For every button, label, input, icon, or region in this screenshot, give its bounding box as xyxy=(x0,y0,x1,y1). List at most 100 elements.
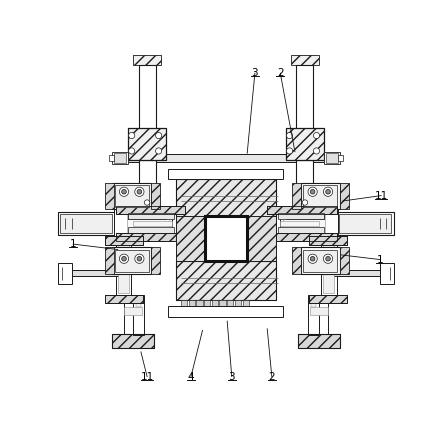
Bar xyxy=(303,185,337,207)
Bar xyxy=(286,128,324,160)
Bar xyxy=(112,334,154,348)
Circle shape xyxy=(156,132,162,139)
Bar xyxy=(176,179,276,218)
Bar xyxy=(116,233,185,241)
Bar xyxy=(267,206,336,214)
Bar xyxy=(336,212,394,235)
Bar xyxy=(309,237,348,245)
Bar xyxy=(133,54,161,66)
Bar xyxy=(220,173,226,179)
Circle shape xyxy=(310,190,315,194)
Bar xyxy=(128,214,174,219)
Bar xyxy=(124,307,142,315)
Bar xyxy=(105,237,143,245)
Bar xyxy=(128,207,166,219)
Circle shape xyxy=(122,190,126,194)
Bar xyxy=(105,247,114,274)
Bar xyxy=(168,169,284,179)
Circle shape xyxy=(302,200,308,205)
Bar xyxy=(246,216,277,261)
Bar xyxy=(112,183,151,210)
Bar xyxy=(243,173,249,179)
Circle shape xyxy=(156,148,162,154)
Bar xyxy=(278,227,324,233)
Circle shape xyxy=(135,187,144,196)
Bar xyxy=(303,249,337,272)
Bar xyxy=(114,153,126,163)
Bar xyxy=(324,152,340,164)
Bar xyxy=(105,183,114,210)
Bar xyxy=(118,154,333,162)
Bar xyxy=(105,295,143,303)
Circle shape xyxy=(135,254,144,264)
Text: 3: 3 xyxy=(228,372,235,381)
Circle shape xyxy=(120,254,129,264)
Bar xyxy=(381,263,394,284)
Bar xyxy=(128,128,166,160)
Bar xyxy=(296,160,314,218)
Bar xyxy=(124,208,172,239)
Text: 1: 1 xyxy=(70,239,76,249)
Circle shape xyxy=(287,148,293,154)
Bar xyxy=(189,299,195,306)
Text: 11: 11 xyxy=(141,372,154,381)
Bar xyxy=(286,207,324,219)
Bar xyxy=(116,233,185,241)
Bar xyxy=(181,173,187,179)
Bar xyxy=(227,299,233,306)
Bar xyxy=(235,299,241,306)
Circle shape xyxy=(326,256,330,261)
Bar xyxy=(298,334,340,348)
Bar xyxy=(323,243,334,293)
Text: 11: 11 xyxy=(374,190,388,201)
Bar xyxy=(168,306,284,316)
Bar xyxy=(338,155,344,161)
Bar xyxy=(151,183,160,210)
Bar xyxy=(116,206,185,214)
Bar xyxy=(309,237,348,245)
Bar xyxy=(310,307,328,315)
Bar xyxy=(292,247,301,274)
Bar xyxy=(292,183,301,210)
Bar xyxy=(128,128,166,160)
Bar xyxy=(333,270,394,276)
Bar xyxy=(136,299,141,307)
Bar xyxy=(291,54,319,66)
Bar xyxy=(321,241,336,295)
Bar xyxy=(133,295,144,335)
Text: 3: 3 xyxy=(251,68,258,78)
Bar xyxy=(108,155,114,161)
Circle shape xyxy=(308,254,317,264)
Bar xyxy=(196,299,202,306)
Bar xyxy=(267,233,336,241)
Bar xyxy=(246,216,277,261)
Bar xyxy=(339,214,391,233)
Bar xyxy=(284,210,325,237)
Bar xyxy=(286,207,324,219)
Bar xyxy=(133,221,172,225)
Bar xyxy=(298,334,340,348)
Text: 2: 2 xyxy=(277,68,284,78)
Bar xyxy=(205,216,247,261)
Bar xyxy=(58,212,116,235)
Bar xyxy=(227,173,233,179)
Bar xyxy=(243,299,249,306)
Circle shape xyxy=(137,190,142,194)
Bar xyxy=(105,237,143,245)
Bar xyxy=(212,299,218,306)
Bar xyxy=(286,128,324,160)
Circle shape xyxy=(323,187,333,196)
Bar xyxy=(176,261,276,299)
Bar xyxy=(176,216,206,261)
Bar xyxy=(189,173,195,179)
Circle shape xyxy=(137,256,142,261)
Bar xyxy=(181,299,187,306)
Bar xyxy=(311,299,316,307)
Bar xyxy=(176,179,276,218)
Bar xyxy=(204,299,210,306)
Bar xyxy=(115,185,149,207)
Bar xyxy=(115,249,149,272)
Bar xyxy=(309,295,348,303)
Bar xyxy=(196,173,202,179)
Circle shape xyxy=(326,190,330,194)
